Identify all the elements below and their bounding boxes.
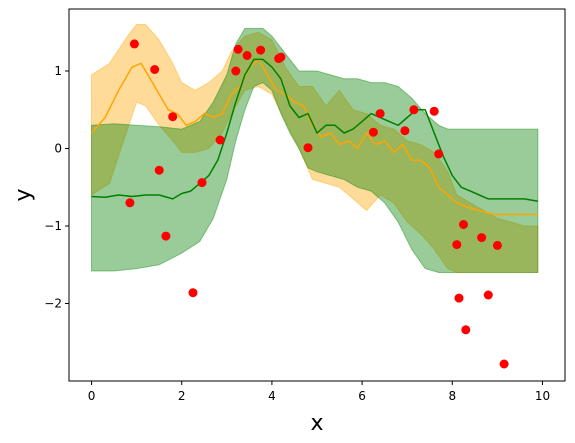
data-point [368,127,378,137]
data-point [459,220,468,229]
plot-area [90,24,539,369]
x-tick-label: 4 [268,389,276,403]
y-tick-label: −1 [44,219,62,233]
x-tick-label: 6 [358,389,366,403]
data-point [188,288,198,298]
data-point [452,240,462,250]
mean-line-2 [90,58,538,216]
axes-frame [68,8,566,382]
data-point [168,112,178,122]
data-point [303,143,313,153]
data-point [231,66,241,76]
y-tick-label: −2 [44,297,62,311]
data-point [434,149,444,159]
axis-ticks: 0 2 4 6 8 10 −2 −1 0 1 [44,64,550,403]
data-point [409,105,419,115]
data-point [477,233,487,243]
x-tick-label: 2 [178,389,186,403]
data-point [129,39,139,49]
data-point [276,52,286,62]
y-tick-label: 0 [54,142,62,156]
data-point [429,106,439,116]
confidence-band-0 [91,24,539,273]
data-point [154,165,164,175]
data-point [215,135,225,145]
confidence-band-1 [91,27,539,273]
data-point [197,178,207,188]
x-tick-label: 8 [448,389,456,403]
data-point [256,45,266,55]
data-point [492,240,502,250]
y-tick-label: 1 [54,64,62,78]
data-point [125,198,135,208]
data-point [499,359,509,369]
x-tick-label: 0 [88,389,96,403]
data-point [454,293,464,303]
x-tick-label: 10 [535,389,550,403]
data-point [400,126,410,136]
data-point [242,51,252,60]
data-point [233,44,243,54]
data-point [375,109,385,119]
data-point [150,65,160,74]
mean-line-3 [91,58,539,202]
y-axis-label: y [11,188,36,201]
data-point [483,290,493,300]
x-axis-label: x [310,411,323,436]
data-point [161,231,171,241]
data-point [461,325,471,335]
